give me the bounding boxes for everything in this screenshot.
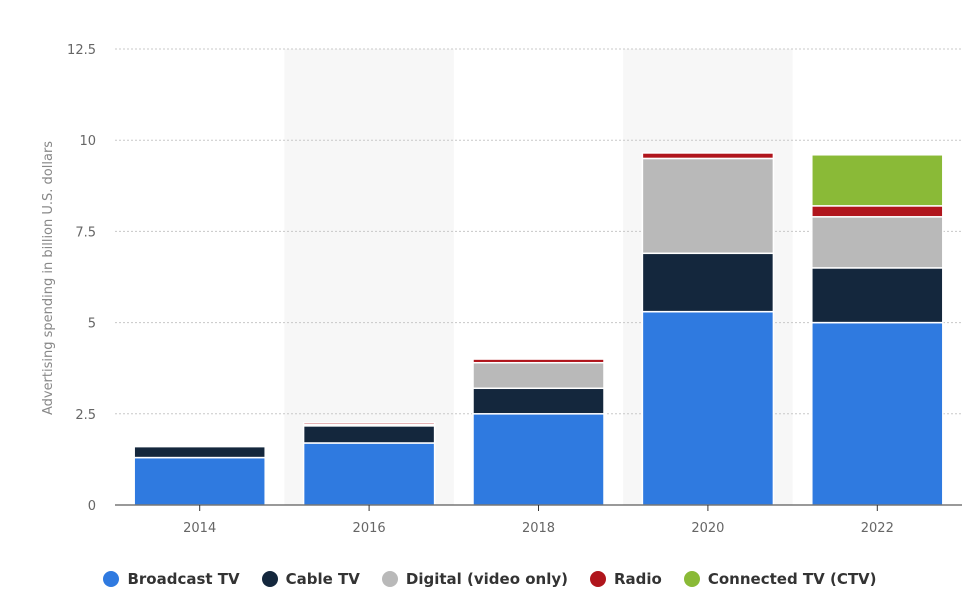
- bar-2018-series-0[interactable]: [472, 413, 605, 506]
- legend-label: Connected TV (CTV): [707, 570, 877, 588]
- legend-label: Radio: [614, 570, 662, 588]
- bar-2016-series-1[interactable]: [302, 425, 436, 444]
- legend-color-dot: [683, 571, 700, 587]
- legend-item-0[interactable]: Broadcast TV: [103, 570, 240, 588]
- bar-2018-series-3[interactable]: [472, 358, 605, 364]
- bar-2016-series-0[interactable]: [302, 442, 436, 506]
- legend-label: Broadcast TV: [127, 570, 240, 588]
- y-tick-label: 12.5: [67, 43, 96, 58]
- x-tick-label-2016: 2016: [353, 521, 386, 536]
- bar-2018-series-2[interactable]: [472, 361, 605, 390]
- bar-2020-series-1[interactable]: [641, 252, 775, 313]
- y-tick-label: 0: [88, 499, 96, 514]
- x-axis-ticks: 2014 2016 2018 2020 2022: [183, 505, 894, 536]
- bar-2016-series-3[interactable]: [302, 422, 436, 426]
- stacked-bar-chart: 0 2.5 5 7.5 10 12.5 2014 2016 2018 2020 2022 Adve…: [41, 43, 962, 536]
- y-tick-label: 5: [88, 317, 96, 332]
- y-tick-label: 2.5: [75, 408, 96, 423]
- bar-2014-series-0[interactable]: [133, 456, 266, 506]
- bar-2020-series-2[interactable]: [641, 157, 775, 255]
- legend-item-4[interactable]: Connected TV (CTV): [683, 570, 877, 588]
- bar-2022-series-2[interactable]: [811, 216, 944, 269]
- x-tick-label-2018: 2018: [522, 521, 555, 536]
- chart-legend: Broadcast TV Cable TV Digital (video only)…: [0, 566, 980, 592]
- legend-item-3[interactable]: Radio: [590, 570, 662, 588]
- legend-color-dot: [261, 571, 278, 587]
- bar-2020-series-0[interactable]: [641, 310, 775, 506]
- bar-2022-series-4[interactable]: [811, 154, 944, 207]
- y-tick-label: 7.5: [75, 225, 96, 240]
- y-axis-ticks: 0 2.5 5 7.5 10 12.5: [67, 43, 96, 514]
- y-axis-title: Advertising spending in billion U.S. dol…: [41, 141, 56, 415]
- bar-2022-series-3[interactable]: [811, 205, 944, 218]
- bar-2018-series-1[interactable]: [472, 387, 605, 415]
- legend-item-1[interactable]: Cable TV: [261, 570, 360, 588]
- x-tick-label-2014: 2014: [183, 521, 216, 536]
- legend-label: Digital (video only): [405, 570, 568, 588]
- x-tick-label-2020: 2020: [691, 521, 724, 536]
- legend-color-dot: [381, 571, 398, 587]
- y-tick-label: 10: [79, 134, 96, 149]
- bar-2022-series-1[interactable]: [811, 267, 944, 324]
- bar-2022-series-0[interactable]: [811, 321, 944, 506]
- legend-label: Cable TV: [285, 570, 360, 588]
- bar-2014-series-1[interactable]: [133, 445, 266, 459]
- x-tick-label-2022: 2022: [861, 521, 894, 536]
- legend-color-dot: [590, 571, 606, 587]
- bars: [133, 152, 944, 506]
- legend-item-2[interactable]: Digital (video only): [381, 570, 568, 588]
- bar-2020-series-3[interactable]: [641, 152, 775, 160]
- legend-color-dot: [103, 571, 120, 587]
